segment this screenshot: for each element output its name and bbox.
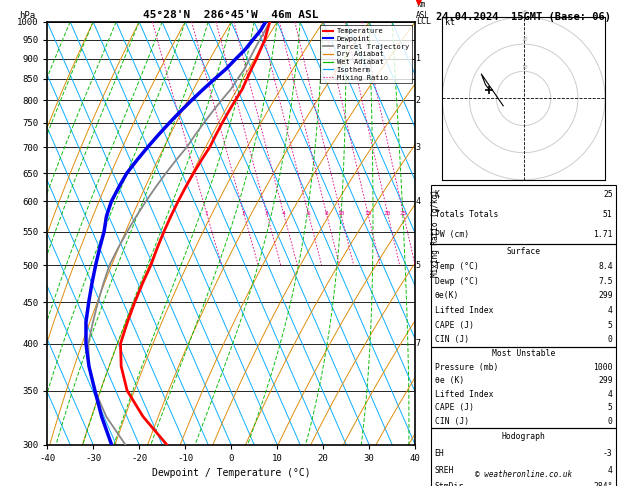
- Text: 4: 4: [416, 197, 421, 206]
- Text: kt: kt: [445, 18, 455, 27]
- Text: 25: 25: [603, 190, 613, 199]
- Text: km
ASL: km ASL: [416, 0, 430, 20]
- Text: Pressure (mb): Pressure (mb): [435, 363, 498, 372]
- Title: 45°28'N  286°45'W  46m ASL: 45°28'N 286°45'W 46m ASL: [143, 10, 319, 20]
- Text: -3: -3: [603, 449, 613, 458]
- Text: 284°: 284°: [593, 483, 613, 486]
- X-axis label: Dewpoint / Temperature (°C): Dewpoint / Temperature (°C): [152, 469, 311, 478]
- Text: CIN (J): CIN (J): [435, 417, 469, 426]
- Text: 1000: 1000: [593, 363, 613, 372]
- Text: 3: 3: [416, 142, 421, 152]
- Text: © weatheronline.co.uk: © weatheronline.co.uk: [475, 469, 572, 479]
- Text: 4: 4: [608, 390, 613, 399]
- Text: 25: 25: [399, 210, 407, 216]
- Text: 4: 4: [282, 210, 286, 216]
- Text: 4: 4: [608, 466, 613, 474]
- Text: Mixing Ratio (g/kg): Mixing Ratio (g/kg): [431, 190, 440, 277]
- Text: 8: 8: [325, 210, 328, 216]
- Text: Lifted Index: Lifted Index: [435, 306, 493, 315]
- Text: 7.5: 7.5: [598, 277, 613, 286]
- Text: 7: 7: [416, 339, 421, 348]
- Text: 20: 20: [384, 210, 391, 216]
- Text: hPa: hPa: [19, 11, 36, 20]
- Text: 2: 2: [242, 210, 245, 216]
- Text: K: K: [435, 190, 440, 199]
- Text: 3: 3: [265, 210, 269, 216]
- Text: 24.04.2024  15GMT (Base: 06): 24.04.2024 15GMT (Base: 06): [436, 12, 611, 22]
- Text: 0: 0: [608, 335, 613, 345]
- Text: 5: 5: [608, 403, 613, 412]
- Text: 2: 2: [416, 96, 421, 105]
- Text: θe(K): θe(K): [435, 291, 459, 300]
- Text: 299: 299: [598, 376, 613, 385]
- Text: 15: 15: [364, 210, 372, 216]
- Text: Surface: Surface: [506, 247, 541, 256]
- Text: 0: 0: [608, 417, 613, 426]
- Text: 30: 30: [521, 10, 528, 15]
- Text: Lifted Index: Lifted Index: [435, 390, 493, 399]
- Text: PW (cm): PW (cm): [435, 230, 469, 239]
- Text: θe (K): θe (K): [435, 376, 464, 385]
- Text: SREH: SREH: [435, 466, 454, 474]
- Text: 8.4: 8.4: [598, 262, 613, 271]
- Text: LCL: LCL: [416, 17, 431, 26]
- Text: CIN (J): CIN (J): [435, 335, 469, 345]
- Text: Totals Totals: Totals Totals: [435, 210, 498, 219]
- Text: EH: EH: [435, 449, 444, 458]
- Text: 5: 5: [608, 321, 613, 330]
- Legend: Temperature, Dewpoint, Parcel Trajectory, Dry Adiabat, Wet Adiabat, Isotherm, Mi: Temperature, Dewpoint, Parcel Trajectory…: [320, 25, 411, 83]
- Text: CAPE (J): CAPE (J): [435, 403, 474, 412]
- Text: 1: 1: [416, 54, 421, 63]
- Text: 299: 299: [598, 291, 613, 300]
- Text: 4: 4: [608, 306, 613, 315]
- Text: Most Unstable: Most Unstable: [492, 349, 555, 358]
- Text: CAPE (J): CAPE (J): [435, 321, 474, 330]
- Text: 1: 1: [204, 210, 208, 216]
- Text: 51: 51: [603, 210, 613, 219]
- Text: 6: 6: [306, 210, 310, 216]
- Text: StmDir: StmDir: [435, 483, 464, 486]
- Text: Hodograph: Hodograph: [502, 432, 545, 441]
- Text: Temp (°C): Temp (°C): [435, 262, 479, 271]
- Text: 10: 10: [337, 210, 345, 216]
- Text: 20: 20: [521, 37, 528, 42]
- Text: 10: 10: [521, 65, 528, 69]
- Text: 1.71: 1.71: [593, 230, 613, 239]
- Text: 5: 5: [416, 261, 421, 270]
- Text: Dewp (°C): Dewp (°C): [435, 277, 479, 286]
